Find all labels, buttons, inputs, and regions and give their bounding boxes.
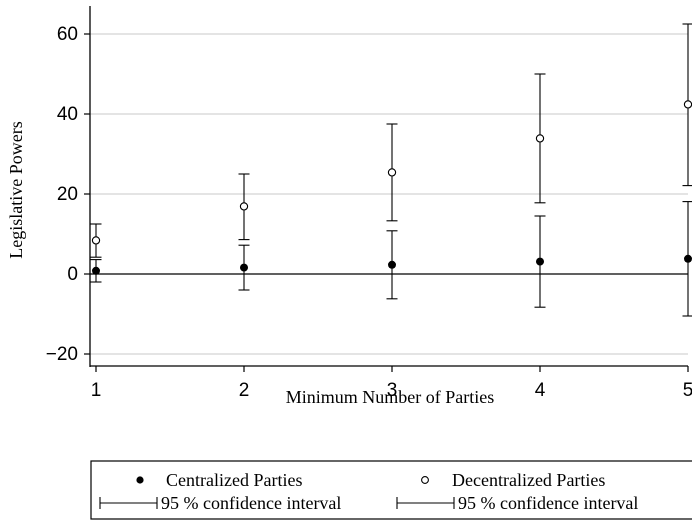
point-centralized [536, 257, 544, 266]
gridlines [90, 33, 688, 355]
y-tick-labels: −20 0 20 40 60 [46, 24, 78, 365]
legend-marker-centralized [136, 476, 144, 484]
point-decentralized [535, 134, 545, 143]
point-centralized [92, 266, 100, 275]
point-decentralized [387, 168, 397, 177]
y-axis-title: Legislative Powers [6, 121, 26, 258]
x-tick-label: 5 [683, 380, 692, 401]
legend: Centralized Parties Decentralized Partie… [90, 460, 692, 520]
legend-label-decentralized: Decentralized Parties [452, 470, 605, 490]
y-tick-label: 60 [57, 24, 78, 45]
x-tick-label: 1 [91, 380, 102, 401]
x-tick-label: 2 [239, 380, 250, 401]
legend-ci-symbol-centralized [99, 497, 158, 509]
point-centralized [388, 260, 396, 269]
x-tick-labels: 1 2 3 4 5 [91, 380, 692, 401]
legend-marker-decentralized [421, 476, 429, 484]
y-tick-label: 40 [57, 104, 78, 125]
point-centralized [684, 254, 692, 263]
y-tick-label: −20 [46, 344, 78, 365]
y-tick-label: 20 [57, 184, 78, 205]
plot-axes [84, 6, 689, 372]
point-centralized [240, 263, 248, 272]
legend-box [90, 460, 692, 520]
legend-ci-symbol-decentralized [396, 497, 455, 509]
data-points [91, 100, 692, 275]
legend-label-centralized: Centralized Parties [166, 470, 302, 490]
point-decentralized [239, 202, 249, 211]
point-decentralized [91, 236, 101, 245]
x-axis-title: Minimum Number of Parties [286, 387, 494, 407]
x-tick-label: 4 [535, 380, 546, 401]
point-decentralized [683, 100, 692, 109]
y-tick-label: 0 [67, 264, 78, 285]
legend-ci-label-decentralized: 95 % confidence interval [458, 493, 638, 513]
x-tick-label: 3 [387, 380, 398, 401]
legend-ci-label-centralized: 95 % confidence interval [161, 493, 341, 513]
